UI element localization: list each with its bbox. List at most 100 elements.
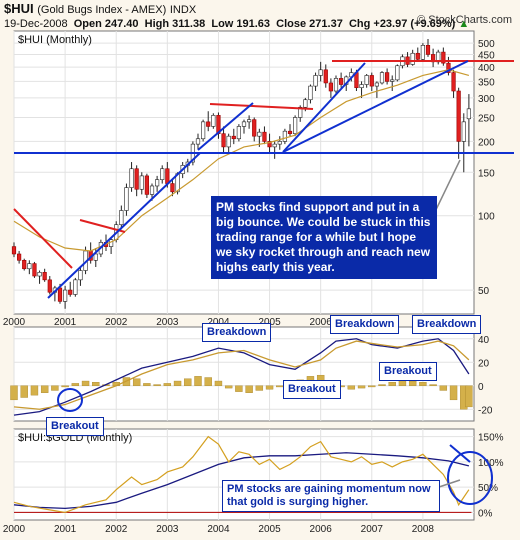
candle-body [374,82,379,87]
y-tick-label: 100% [478,458,504,469]
histogram-bar [71,383,80,386]
histogram-bar [419,382,427,386]
candle-body [129,168,134,188]
candle-body [252,119,257,137]
candle-body [73,279,78,295]
histogram-bar [449,385,458,401]
candle-body [170,183,175,193]
candle-body [22,259,27,270]
histogram-bar [20,385,28,398]
x-tick-label: 2003 [156,317,179,328]
histogram-bar [378,384,386,386]
price-moving-average-line [13,69,470,252]
uptrend-line-2000 [47,152,201,299]
breakout-label-2005: Breakout [283,380,341,399]
macd-line [13,338,470,416]
candle-body [149,185,155,195]
candle-body [119,210,124,225]
y-tick-label: 20 [478,358,490,369]
resistance-line-2000 [13,208,73,269]
resistance-line-2004 [209,103,314,110]
breakdown-label-2006: Breakdown [330,315,400,334]
candle-body [425,45,431,55]
x-tick-label: 2006 [310,317,333,328]
candle-body [277,141,282,145]
candle-body [446,62,451,73]
x-tick-label: 2001 [54,524,77,535]
x-tick-label: 2002 [105,317,128,328]
breakout-label-2007: Breakout [379,362,437,381]
symbol-text: $HUI [4,1,34,16]
ratio-x-ticks: 2000 2001 2002 2003 2004 2005 2006 2007 2008 [3,524,435,535]
histogram-bar [255,385,264,391]
candle-body [165,168,170,184]
candle-body [390,79,395,82]
breakout-circle [57,388,83,412]
histogram-bar [235,385,243,392]
histogram-bar [10,385,18,401]
change-text: Chg +23.97 (+9.69%) [348,18,456,30]
y-tick-label: 400 [478,63,495,74]
open-text: Open 247.40 [73,18,139,30]
ratio-y-ticks: 150% 100% 50% 0% [478,433,504,520]
histogram-bar [357,385,366,389]
candle-body [267,141,272,148]
candle-body [328,82,333,92]
candle-body [195,138,201,145]
candle-body [231,135,236,140]
high-text: High 311.38 [144,18,206,30]
x-tick-label: 2007 [361,524,384,535]
candle-body [68,289,73,295]
histogram-bar [173,380,182,386]
candle-body [144,175,149,195]
candle-body [17,253,22,261]
candle-body [313,75,318,87]
candle-body [124,187,129,211]
histogram-bar [61,385,69,388]
x-tick-label: 2004 [207,524,230,535]
candle-body [32,263,37,277]
histogram-bar [184,378,192,386]
histogram-bar [214,380,223,386]
candle-body [160,168,165,180]
support-note: PM stocks find support and put in a big … [211,196,437,279]
x-tick-label: 2005 [258,524,281,535]
candle-body [410,52,415,65]
candle-body [441,51,446,64]
candle-body [57,287,63,302]
candle-body [333,78,339,92]
y-tick-label: 150 [478,168,495,179]
momentum-note: PM stocks are gaining momentum now that … [222,480,440,512]
histogram-bar [224,385,233,389]
candle-body [47,279,52,293]
histogram-bar [388,382,396,386]
x-tick-label: 2001 [54,317,77,328]
candle-body [139,175,144,190]
y-tick-label: 50% [478,483,498,494]
y-tick-label: 0 [478,382,484,393]
candle-body [323,69,328,84]
candle-body [37,272,42,277]
histogram-bar [368,385,376,388]
candle-body [282,130,287,142]
y-tick-label: 450 [478,50,495,61]
histogram-bar [408,380,417,386]
chart-symbol: $HUI (Gold Bugs Index - AMEX) INDX [4,1,196,16]
candle-body [461,121,466,142]
candle-body [466,108,471,120]
histogram-bar [143,383,151,386]
up-arrow-icon: ▲ [458,18,470,30]
candle-body [241,121,247,127]
histogram-bar [439,385,448,391]
candle-body [415,52,420,60]
histogram-bar [40,385,49,394]
histogram-bar [153,384,161,386]
uptrend-line-2004 [197,102,254,151]
y-tick-label: -20 [478,405,493,416]
candle-body [221,133,226,148]
candle-body [257,131,262,137]
breakdown-label-2008: Breakdown [412,315,482,334]
candle-body [385,72,390,82]
candle-body [247,119,252,123]
